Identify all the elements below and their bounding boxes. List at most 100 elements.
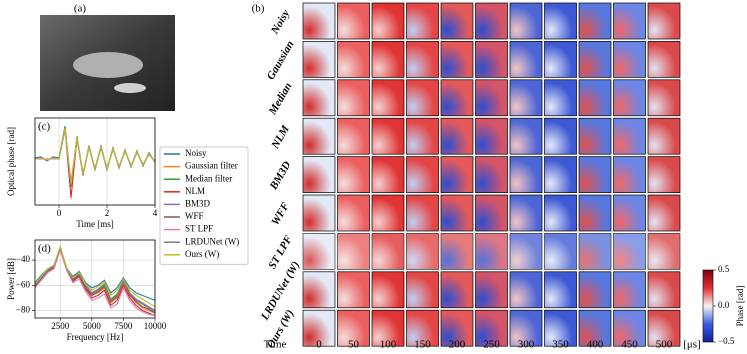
- phase-image: [371, 271, 405, 309]
- phase-image: [475, 156, 508, 193]
- series-line: [34, 248, 156, 317]
- phase-image: [647, 41, 681, 78]
- phase-image: [647, 194, 681, 232]
- phase-image: [544, 156, 577, 193]
- phase-image: [613, 309, 646, 347]
- phase-image: [337, 156, 370, 193]
- phase-image: [647, 271, 681, 309]
- x-tick-label: 2: [105, 208, 110, 218]
- series-line: [34, 126, 156, 187]
- phase-image: [302, 271, 336, 309]
- phase-image: [509, 117, 543, 155]
- phase-image: [578, 271, 612, 309]
- phase-image: [647, 79, 681, 117]
- phase-image: [371, 309, 405, 347]
- phase-image: [371, 79, 405, 117]
- x-axis-label: Frequency [Hz]: [67, 332, 124, 342]
- phase-image: [544, 271, 577, 309]
- phase-image: [509, 41, 543, 78]
- x-tick-label: 10000: [144, 321, 167, 331]
- y-axis-label: Optical phase [rad]: [6, 127, 16, 196]
- plot-frame: [34, 117, 156, 206]
- phase-image: [647, 233, 681, 270]
- legend-label: ST LPF: [185, 224, 213, 234]
- phase-image: [613, 271, 646, 309]
- phase-image: [302, 117, 336, 155]
- phase-image: [337, 271, 370, 309]
- colorbar-tick-label: 0.0: [718, 300, 730, 310]
- phase-image: [406, 309, 439, 347]
- phase-image: [509, 309, 543, 347]
- phase-image: [613, 2, 646, 40]
- phase-image: [578, 2, 612, 40]
- y-tick-label: −60: [16, 279, 31, 289]
- row-label: WFF: [269, 200, 292, 228]
- phase-image: [371, 156, 405, 193]
- row-label: NLM: [269, 123, 293, 152]
- column-label: 300: [518, 339, 535, 351]
- column-label: 400: [587, 339, 604, 351]
- phase-image: [406, 156, 439, 193]
- plot-frame: [34, 239, 156, 319]
- phase-image: [302, 156, 336, 193]
- phase-image: [613, 156, 646, 193]
- column-label: 200: [449, 339, 466, 351]
- phase-image: [544, 79, 577, 117]
- column-label: 500: [656, 339, 673, 351]
- phase-image: [406, 2, 439, 40]
- column-label: 150: [414, 339, 431, 351]
- phase-image: [440, 79, 474, 117]
- phase-image: [475, 79, 508, 117]
- column-label: 350: [552, 339, 569, 351]
- phase-image: [371, 117, 405, 155]
- phase-image: [544, 41, 577, 78]
- y-tick-label: −80: [16, 305, 31, 315]
- phase-image: [302, 233, 336, 270]
- phase-image: [371, 194, 405, 232]
- row-label: Gaussian: [265, 39, 297, 82]
- phase-image: [302, 79, 336, 117]
- column-label: 100: [380, 339, 397, 351]
- phase-image: [544, 309, 577, 347]
- phase-image: [302, 309, 336, 347]
- legend-label: BM3D: [185, 198, 211, 208]
- colorbar-label: Phase [rad]: [735, 286, 745, 327]
- phase-image: [613, 79, 646, 117]
- phase-image: [544, 233, 577, 270]
- colorbar: [702, 269, 714, 343]
- row-label: Noisy: [268, 8, 292, 37]
- phase-image: [509, 233, 543, 270]
- y-axis-label: Power [dB]: [6, 258, 16, 300]
- phase-image: [509, 156, 543, 193]
- legend-label: Median filter: [185, 173, 232, 183]
- phase-image: [578, 79, 612, 117]
- phase-image: [509, 194, 543, 232]
- series-line: [34, 247, 156, 316]
- legend-box: [159, 146, 249, 265]
- phase-image: [371, 41, 405, 78]
- phase-image: [337, 79, 370, 117]
- legend-label: WFF: [185, 211, 204, 221]
- time-label: Time: [264, 339, 287, 351]
- photo-device: [114, 83, 146, 93]
- x-axis-label: Time [ms]: [76, 219, 113, 229]
- phase-image: [302, 41, 336, 78]
- column-label: 50: [348, 339, 360, 351]
- phase-image: [440, 233, 474, 270]
- phase-image: [406, 271, 439, 309]
- phase-image: [613, 233, 646, 270]
- phase-image: [337, 2, 370, 40]
- panel-label: (d): [38, 243, 51, 255]
- phase-image: [613, 117, 646, 155]
- phase-image: [337, 117, 370, 155]
- colorbar-tick-label: 0.5: [718, 264, 730, 274]
- phase-image: [509, 271, 543, 309]
- phase-image: [475, 233, 508, 270]
- phase-image: [647, 2, 681, 40]
- phase-image: [475, 41, 508, 78]
- unit-label: [μs]: [683, 339, 701, 351]
- column-label: 0: [316, 339, 322, 351]
- phase-image: [578, 117, 612, 155]
- legend-label: NLM: [185, 186, 205, 196]
